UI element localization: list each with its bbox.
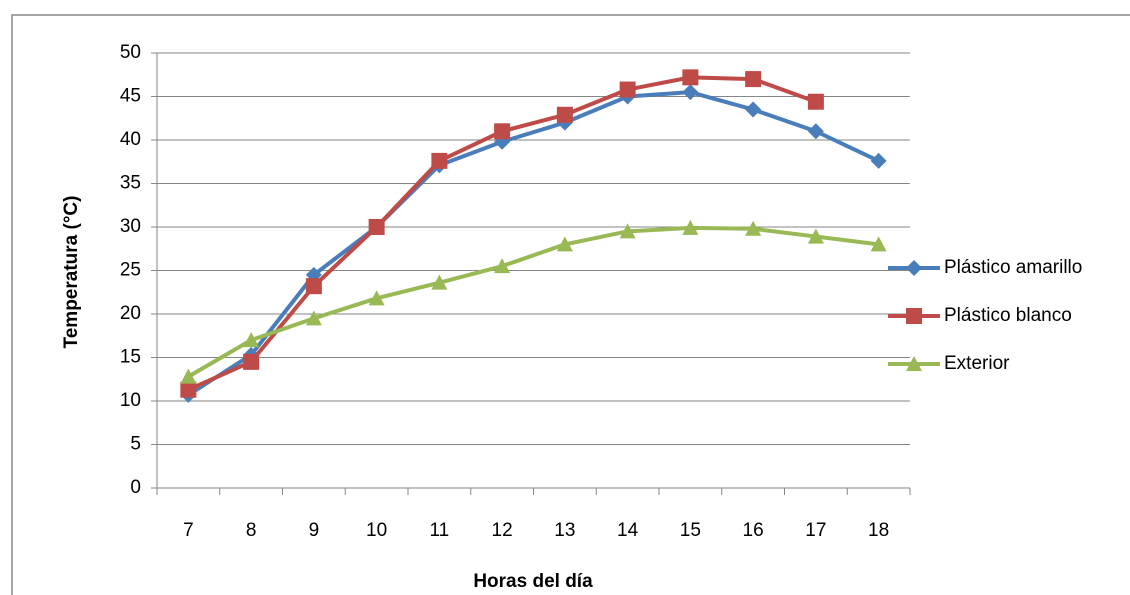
series-line: [187, 90, 880, 397]
y-tick-label: 15: [120, 347, 141, 368]
marker: [807, 228, 824, 244]
marker: [870, 152, 887, 169]
legend-label: Plástico blanco: [944, 305, 1072, 326]
marker: [368, 219, 385, 235]
marker: [180, 381, 197, 398]
marker: [807, 93, 824, 110]
marker: [619, 223, 636, 239]
y-tick-label: 30: [120, 216, 141, 237]
x-tick-label: 12: [492, 520, 513, 541]
x-axis-title: Horas del día: [473, 571, 593, 592]
x-tick-label: 17: [805, 520, 826, 541]
marker: [556, 106, 573, 123]
y-tick-label: 20: [120, 303, 141, 324]
x-tick-label: 10: [366, 520, 387, 541]
x-tick-label: 14: [617, 520, 639, 541]
marker: [368, 290, 385, 306]
y-tick-label: 45: [120, 86, 141, 107]
marker: [494, 123, 511, 140]
y-tick-label: 5: [130, 434, 141, 455]
legend-marker: [906, 260, 922, 276]
marker: [682, 219, 699, 235]
y-tick-label: 35: [120, 173, 141, 194]
marker: [682, 84, 699, 101]
marker: [745, 220, 762, 236]
marker: [431, 274, 448, 290]
x-tick-label: 7: [183, 520, 194, 541]
marker: [745, 101, 762, 118]
x-tick-label: 9: [309, 520, 320, 541]
marker: [494, 258, 511, 274]
marker: [619, 81, 636, 98]
marker: [305, 310, 322, 326]
y-tick-label: 25: [120, 260, 141, 281]
y-tick-label: 40: [120, 129, 141, 150]
marker: [243, 332, 260, 348]
marker: [745, 71, 762, 88]
x-tick-label: 13: [554, 520, 575, 541]
marker: [556, 236, 573, 252]
y-tick-label: 10: [120, 390, 141, 411]
legend-label: Plástico amarillo: [944, 257, 1082, 278]
x-tick-label: 15: [680, 520, 701, 541]
y-axis-title: Temperatura (°C): [61, 196, 82, 349]
marker: [305, 278, 322, 295]
x-tick-label: 18: [868, 520, 889, 541]
marker: [180, 368, 197, 384]
marker: [243, 353, 260, 370]
y-tick-label: 50: [120, 42, 141, 63]
series-line: [187, 225, 879, 379]
legend-marker: [906, 308, 922, 324]
x-tick-label: 16: [743, 520, 764, 541]
legend-label: Exterior: [944, 353, 1010, 374]
marker: [682, 69, 699, 86]
legend-marker: [906, 356, 922, 371]
marker: [870, 236, 887, 252]
y-tick-label: 0: [130, 477, 141, 498]
marker: [431, 152, 448, 169]
x-tick-label: 11: [430, 520, 450, 541]
x-tick-label: 8: [246, 520, 257, 541]
marker: [807, 123, 824, 140]
